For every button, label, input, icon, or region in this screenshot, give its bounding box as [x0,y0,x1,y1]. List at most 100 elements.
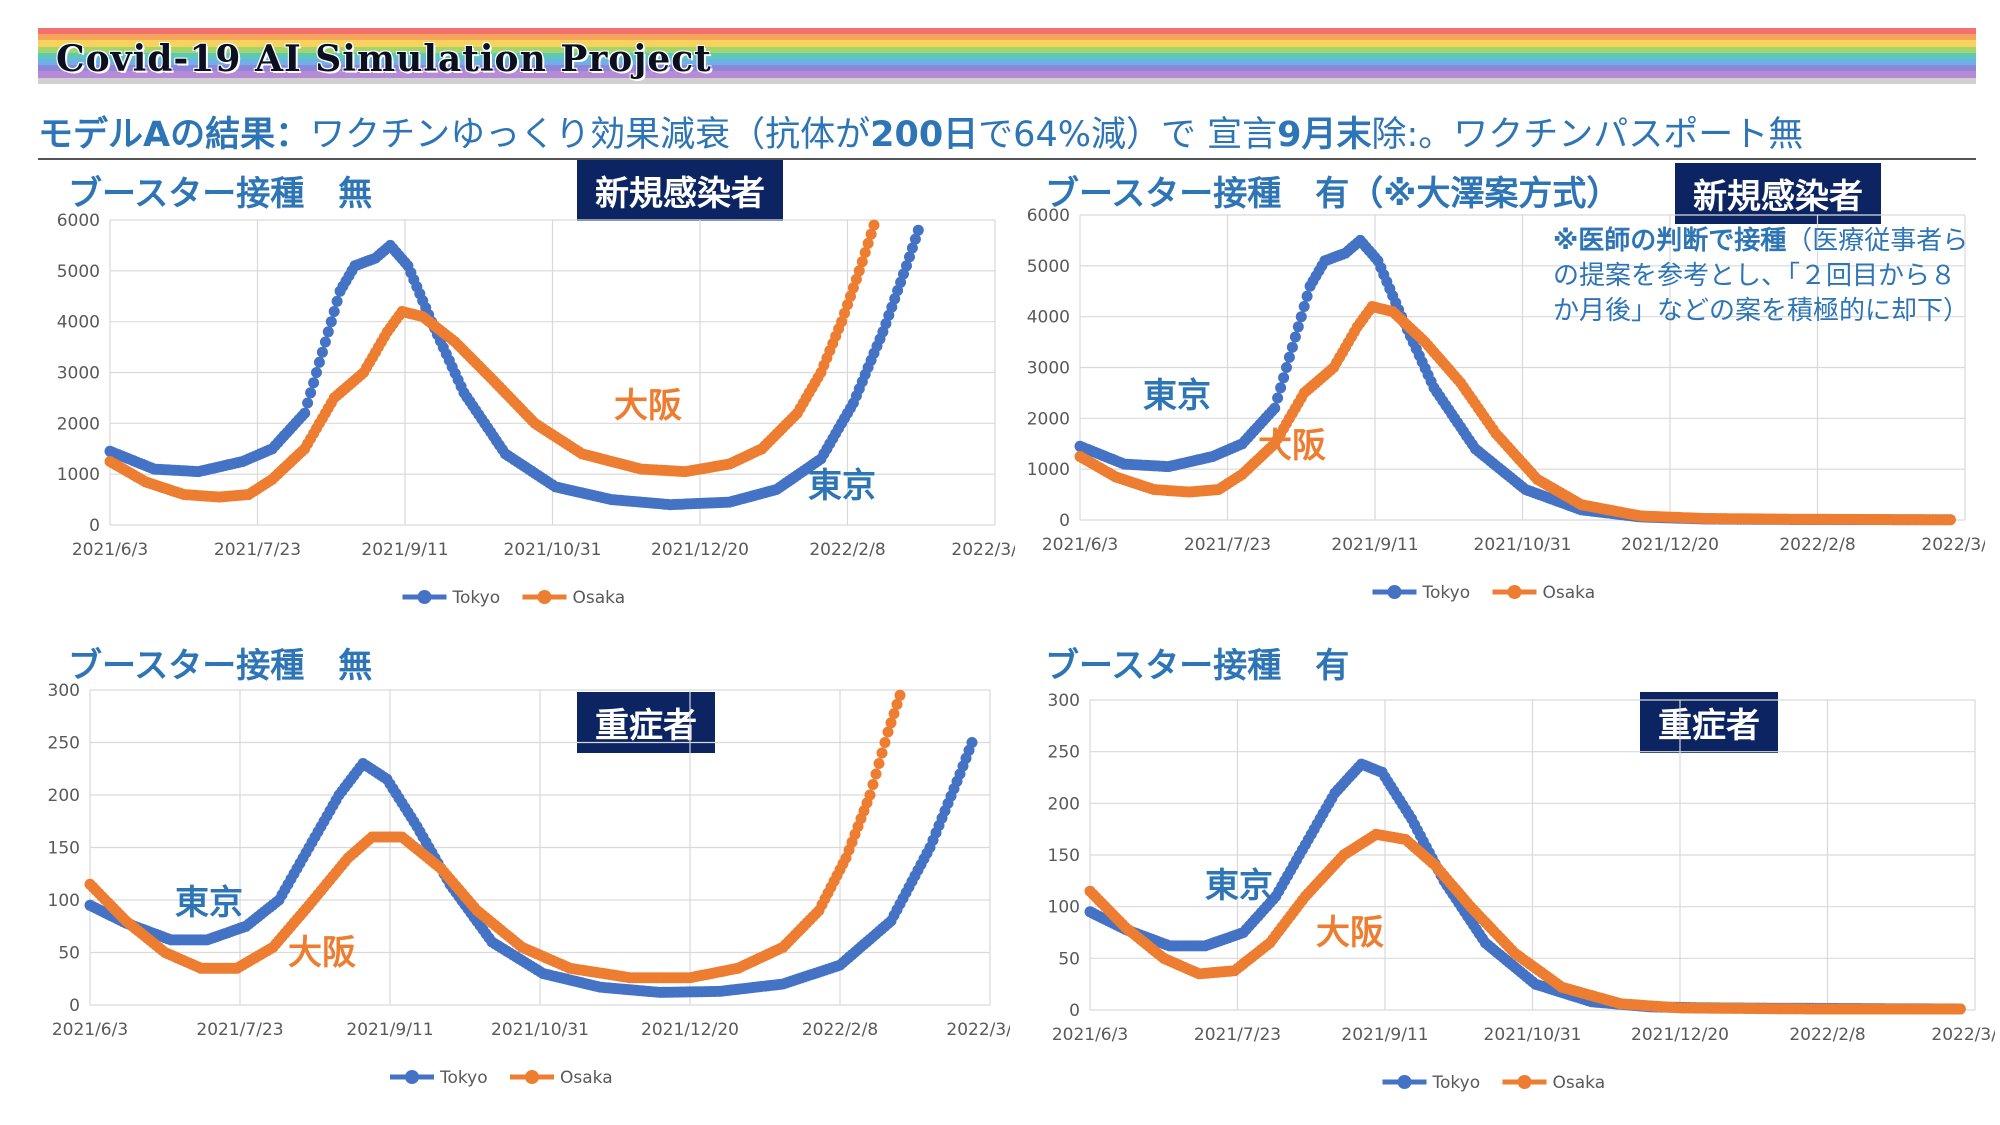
data-point [888,708,900,720]
legend-label: Tokyo [439,1068,488,1088]
data-point [313,356,325,368]
title-bottom-right: ブースター接種 有 [1045,646,1350,686]
data-point [1269,402,1281,414]
subtitle-part: 200日 [870,115,979,155]
label-tokyo-top-left: 東京 [808,466,876,506]
legend-marker [1397,1075,1412,1089]
data-point [868,219,880,231]
page-subtitle: モデルAの結果：ワクチンゆっくり効果減衰（抗体が200日で64%減）で 宣言9月… [38,106,1803,157]
x-tick-label: 2021/9/11 [1331,535,1418,555]
x-tick-label: 2022/2/8 [1779,535,1855,555]
y-tick-label: 2000 [57,414,100,434]
data-point [853,265,865,277]
badge-top-left: 新規感染者 [577,160,783,221]
chart-top-right: 0 1000 2000 3000 4000 5000 6000 2021/6/3 2021/7/… [1027,206,1985,603]
y-tick-label: 0 [89,516,100,536]
y-tick-label: 4000 [1027,308,1070,328]
y-tick-label: 2000 [1027,409,1070,429]
data-point [1301,290,1313,302]
x-tick-label: 2021/9/11 [346,1020,433,1040]
data-point [316,346,328,358]
banner-stripe [38,46,1976,53]
data-point [1286,341,1298,353]
y-tick-label: 6000 [1027,206,1070,226]
subtitle-part: 除:。ワクチンパスポート無 [1371,115,1804,155]
y-tick-label: 150 [48,839,80,859]
chart-bottom-left: 0 50 100 150 200 250 300 2021/6/3 2021/7/23 2021/… [48,681,1010,1088]
x-tick-label: 2021/9/11 [1341,1025,1428,1045]
banner-stripe [38,40,1976,47]
banner-stripe [38,28,1976,35]
data-point [299,407,311,419]
legend-marker [1517,1075,1532,1089]
data-point [1275,382,1287,394]
data-point [885,717,897,729]
badge-bottom-right: 重症者 [1640,692,1778,753]
subtitle-part: 9月末 [1277,115,1372,155]
legend: Tokyo Osaka [1372,583,1596,603]
legend-label: Osaka [560,1068,613,1088]
x-tick-label: 2022/3/30 [1921,535,1985,555]
x-tick-label: 2021/6/3 [1042,535,1118,555]
divider [38,158,1976,160]
data-point [1289,331,1301,343]
banner-stripe [38,58,1976,66]
data-point [901,260,912,272]
data-point [842,299,853,311]
y-tick-label: 200 [1048,794,1080,814]
x-tick-label: 2021/10/31 [491,1020,589,1040]
label-tokyo-bottom-left: 東京 [175,883,243,923]
x-tick-label: 2022/2/8 [809,540,885,560]
y-tick-label: 50 [1058,949,1080,969]
data-point [1281,362,1292,373]
x-tick-label: 2021/12/20 [1621,535,1719,555]
label-tokyo-bottom-right: 東京 [1205,866,1273,906]
x-tick-label: 2021/7/23 [214,540,301,560]
y-tick-label: 0 [1059,511,1070,531]
label-osaka-bottom-left: 大阪 [288,933,356,973]
data-point [845,290,856,302]
y-tick-label: 100 [1048,898,1080,918]
y-tick-label: 300 [48,681,80,701]
data-point [882,726,894,738]
x-tick-label: 2021/9/11 [361,540,448,560]
data-point [966,737,978,748]
legend-label: Tokyo [452,588,501,608]
x-tick-label: 2021/12/20 [641,1020,739,1040]
legend-label: Osaka [1543,583,1596,603]
data-point [839,307,850,319]
legend-marker [525,1070,539,1084]
x-tick-label: 2021/6/3 [52,1020,128,1040]
data-point [867,779,879,790]
legend-marker [417,590,432,604]
data-point [904,251,915,263]
banner-stripe [38,65,1976,72]
data-point [836,316,848,328]
legend-label: Osaka [1553,1073,1606,1093]
x-tick-label: 2021/10/31 [1484,1025,1582,1045]
data-point [876,747,888,759]
data-point [1272,392,1284,404]
legend-marker [537,590,552,604]
data-point [909,233,921,245]
series-osaka [104,219,880,503]
data-point [308,377,320,389]
data-point [328,306,340,317]
data-point [302,397,314,409]
subtitle-part: モデルAの結果： [38,115,311,155]
data-point [879,737,891,748]
series-osaka [1084,828,1966,1015]
label-tokyo-top-right: 東京 [1143,376,1211,416]
y-tick-label: 250 [1048,743,1080,763]
title-bottom-left: ブースター接種 無 [68,646,373,686]
legend-marker [405,1070,419,1084]
y-tick-label: 50 [58,944,80,964]
x-tick-label: 2021/12/20 [651,540,749,560]
y-tick-label: 4000 [57,313,100,333]
banner-stripe [38,77,1976,84]
y-tick-label: 200 [48,786,80,806]
data-point [912,224,924,236]
legend: Tokyo Osaka [1382,1073,1606,1093]
title-top-right: ブースター接種 有（※大澤案方式） [1045,174,1621,214]
y-tick-label: 100 [48,891,80,911]
